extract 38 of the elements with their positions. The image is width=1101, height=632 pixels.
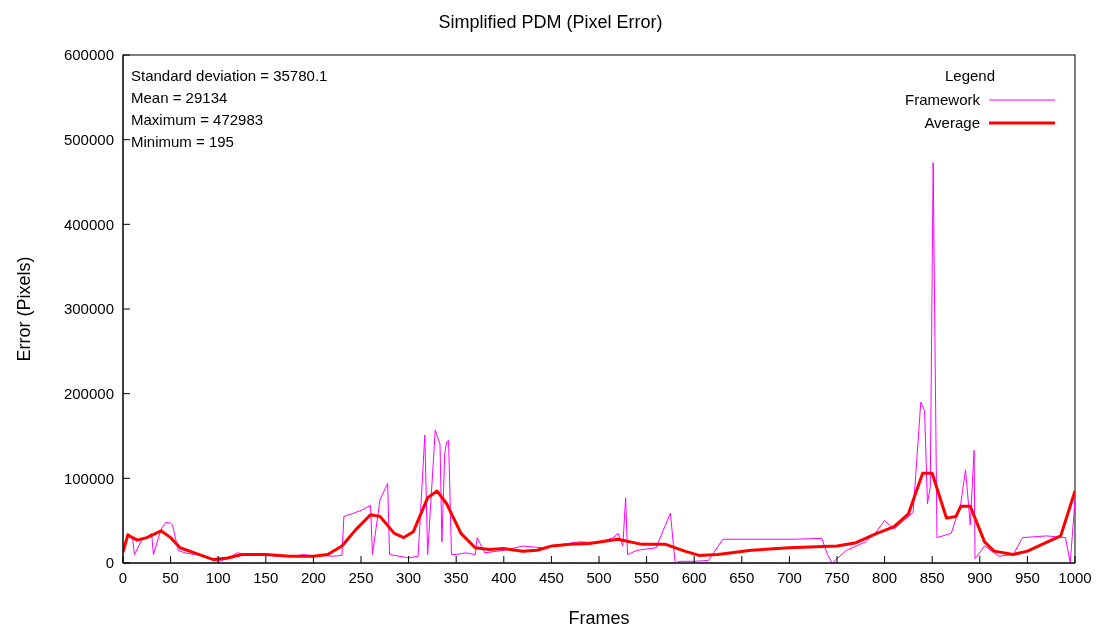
x-tick-label: 900 xyxy=(967,568,993,586)
x-tick-label: 750 xyxy=(824,568,850,586)
annotation: Standard deviation = 35780.1 xyxy=(131,67,328,84)
x-tick-label: 350 xyxy=(443,568,469,586)
x-tick-label: 300 xyxy=(396,568,422,586)
x-tick-label: 550 xyxy=(634,568,660,586)
x-tick-label: 150 xyxy=(253,568,279,586)
x-tick-label: 0 xyxy=(118,568,128,586)
legend-label: Framework xyxy=(904,91,981,108)
y-tick-label: 600000 xyxy=(63,46,114,64)
annotation: Maximum = 472983 xyxy=(131,111,264,128)
x-tick-label: 450 xyxy=(538,568,564,586)
x-tick-label: 200 xyxy=(300,568,326,586)
x-tick-label: 100 xyxy=(205,568,231,586)
x-tick-label: 650 xyxy=(729,568,755,586)
x-axis-title: Frames xyxy=(568,608,630,628)
x-tick-label: 50 xyxy=(162,568,179,586)
y-tick-label: 500000 xyxy=(63,130,114,148)
y-tick-label: 200000 xyxy=(63,384,114,402)
x-tick-label: 600 xyxy=(681,568,707,586)
y-axis-title: Error (Pixels) xyxy=(14,256,34,362)
y-tick-label: 300000 xyxy=(63,300,114,318)
x-tick-label: 250 xyxy=(348,568,374,586)
x-tick-label: 700 xyxy=(776,568,802,586)
chart-title: Simplified PDM (Pixel Error) xyxy=(437,12,664,32)
legend-title: Legend xyxy=(944,67,996,84)
x-tick-label: 950 xyxy=(1014,568,1040,586)
y-tick-label: 400000 xyxy=(63,215,114,233)
annotation: Mean = 29134 xyxy=(131,89,228,106)
x-tick-label: 400 xyxy=(491,568,517,586)
x-tick-label: 1000 xyxy=(1058,568,1092,586)
legend-label: Average xyxy=(924,114,980,131)
x-tick-label: 850 xyxy=(919,568,945,586)
y-tick-label: 0 xyxy=(105,554,114,572)
annotation: Minimum = 195 xyxy=(131,133,234,150)
y-tick-label: 100000 xyxy=(63,469,114,487)
x-tick-label: 500 xyxy=(586,568,612,586)
x-tick-label: 800 xyxy=(872,568,898,586)
